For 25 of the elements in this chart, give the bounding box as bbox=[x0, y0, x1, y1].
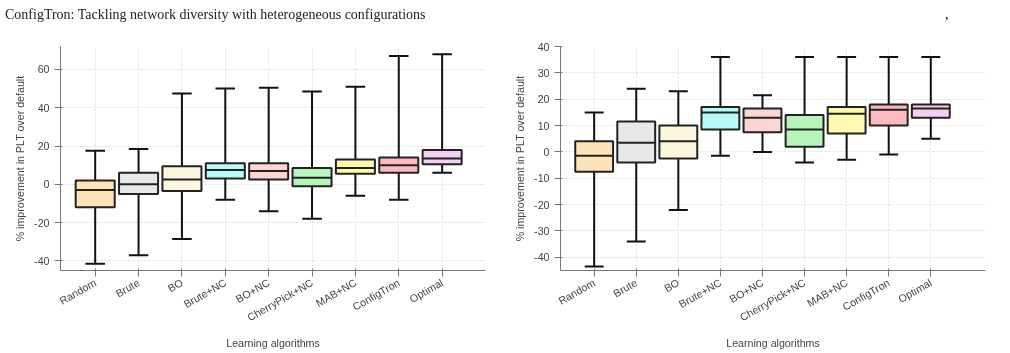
y-tick-label: -30 bbox=[534, 224, 550, 237]
chart-title: ConfigTron: Tackling network diversity with heterogeneous configurations bbox=[5, 6, 426, 24]
x-axis-title: Learning algorithms bbox=[226, 336, 320, 349]
y-tick-label: -40 bbox=[34, 254, 50, 267]
y-tick-label: 40 bbox=[537, 40, 550, 53]
y-tick-label: 60 bbox=[37, 63, 50, 76]
y-tick-label: 40 bbox=[37, 101, 50, 114]
y-tick-label: 0 bbox=[543, 145, 550, 158]
y-tick-label: -10 bbox=[534, 172, 550, 185]
y-tick-label: 20 bbox=[37, 140, 50, 153]
x-tick-label: BO bbox=[165, 276, 185, 295]
x-tick-label: BO bbox=[661, 276, 682, 295]
y-tick-label: 0 bbox=[43, 178, 50, 191]
y-tick-label: -20 bbox=[534, 198, 550, 211]
y-axis-title: % improvement in PLT over default bbox=[514, 75, 527, 242]
y-axis-title: % improvement in PLT over default bbox=[14, 75, 27, 242]
y-tick-label: 20 bbox=[537, 93, 550, 106]
y-tick-label: -20 bbox=[34, 216, 50, 229]
y-tick-label: -40 bbox=[534, 251, 550, 264]
text: , bbox=[945, 6, 949, 24]
x-axis-title: Learning algorithms bbox=[726, 336, 820, 349]
y-tick-label: 30 bbox=[537, 66, 550, 79]
x-tick-label: Brute bbox=[113, 276, 142, 300]
x-tick-label: Brute bbox=[611, 276, 640, 300]
y-tick-label: 10 bbox=[537, 119, 550, 132]
